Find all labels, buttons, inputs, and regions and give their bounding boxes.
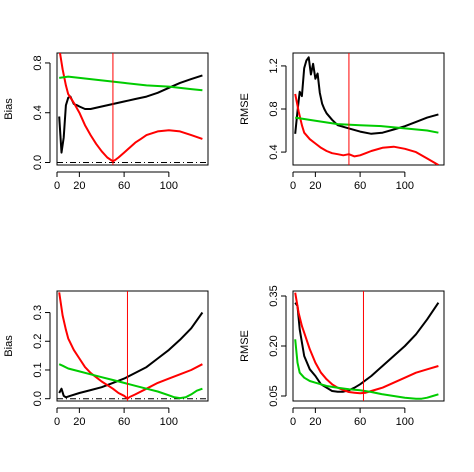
x-tick-label: 100 <box>396 180 414 192</box>
y-tick-label: 0.20 <box>268 335 280 356</box>
x-tick-label: 20 <box>73 416 85 428</box>
plot-frame <box>292 52 445 166</box>
series-line-3 <box>58 363 203 400</box>
plot-area <box>57 53 208 165</box>
plot-area <box>294 291 440 401</box>
series-line-1 <box>294 302 440 393</box>
series-line-3 <box>59 75 203 92</box>
series-line-3 <box>295 116 439 134</box>
y-tick-label: 0.8 <box>32 55 44 70</box>
x-tick-label: 0 <box>54 180 60 192</box>
panel-1: 0 20 60 100 0.0 0.4 0.8 Bias <box>3 52 209 192</box>
series-line-2 <box>58 53 203 163</box>
x-tick-label: 20 <box>309 180 321 192</box>
x-tick-label: 60 <box>354 180 366 192</box>
y-axis-title: RMSE <box>239 330 251 362</box>
x-tick-label: 0 <box>54 416 60 428</box>
y-tick-label: 1.2 <box>268 58 280 73</box>
plot-frame <box>292 290 445 402</box>
panel-3: 0 20 60 100 0.0 0.1 0.2 0.3 Bias <box>3 290 209 428</box>
y-tick-label: 0.8 <box>268 101 280 116</box>
x-tick-label: 0 <box>290 416 296 428</box>
x-tick-label: 20 <box>73 180 85 192</box>
y-tick-label: 0.35 <box>268 285 280 306</box>
y-axis-title: RMSE <box>239 93 251 125</box>
y-tick-label: 0.05 <box>268 385 280 406</box>
y-axis-title: Bias <box>3 335 15 357</box>
x-tick-label: 20 <box>309 416 321 428</box>
y-axis-title: Bias <box>3 98 15 120</box>
series-line-2 <box>58 292 203 400</box>
plot-frame <box>56 52 209 166</box>
plot-frame <box>56 290 209 402</box>
series-line-2 <box>294 93 439 165</box>
x-tick-label: 100 <box>160 180 178 192</box>
x-tick-label: 60 <box>118 416 130 428</box>
series-line-1 <box>58 74 203 154</box>
y-tick-label: 0.2 <box>32 334 44 349</box>
x-tick-label: 100 <box>160 416 178 428</box>
series-line-1 <box>58 311 204 399</box>
series-line-2 <box>294 292 439 395</box>
series-line-1 <box>294 56 439 135</box>
x-tick-label: 60 <box>118 180 130 192</box>
x-tick-label: 0 <box>290 180 296 192</box>
x-tick-label: 100 <box>396 416 414 428</box>
y-tick-label: 0.0 <box>32 391 44 406</box>
y-tick-label: 0.4 <box>32 105 44 120</box>
y-tick-label: 0.3 <box>32 305 44 320</box>
plot-area <box>294 53 439 165</box>
panel-2: 0 20 60 100 0.4 0.8 1.2 RMSE <box>239 52 445 192</box>
plot-area <box>57 291 208 401</box>
y-tick-label: 0.1 <box>32 362 44 377</box>
y-tick-label: 0.4 <box>268 144 280 159</box>
y-tick-label: 0.0 <box>32 155 44 170</box>
series-line-3 <box>294 339 439 400</box>
x-tick-label: 60 <box>354 416 366 428</box>
panel-4: 0 20 60 100 0.05 0.20 0.35 RMSE <box>239 285 445 428</box>
